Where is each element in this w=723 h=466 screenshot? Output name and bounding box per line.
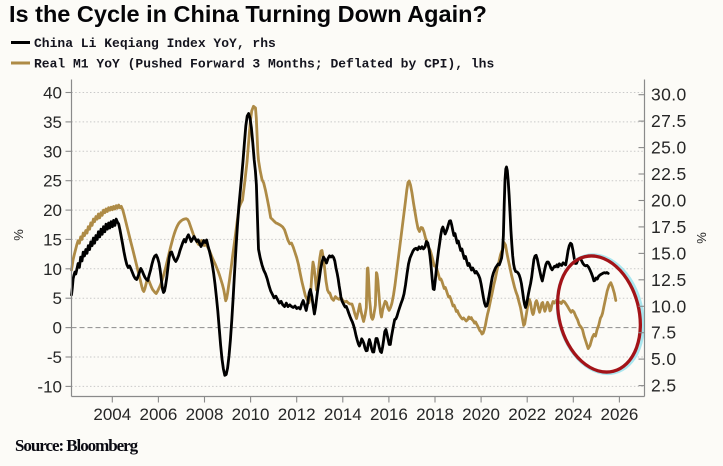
- svg-text:0: 0: [53, 319, 62, 338]
- svg-text:2.5: 2.5: [651, 376, 677, 396]
- svg-text:25.0: 25.0: [651, 138, 687, 158]
- svg-text:2014: 2014: [324, 405, 362, 424]
- svg-text:China Li Keqiang Index YoY, rh: China Li Keqiang Index YoY, rhs: [34, 36, 276, 51]
- svg-text:2026: 2026: [600, 405, 638, 424]
- svg-text:%: %: [11, 229, 26, 241]
- svg-text:2024: 2024: [554, 405, 592, 424]
- svg-text:2004: 2004: [93, 405, 131, 424]
- svg-text:30.0: 30.0: [651, 85, 687, 105]
- svg-text:20: 20: [43, 201, 62, 220]
- svg-text:27.5: 27.5: [651, 111, 687, 131]
- svg-text:22.5: 22.5: [651, 164, 687, 184]
- svg-text:2020: 2020: [462, 405, 500, 424]
- svg-text:2010: 2010: [232, 405, 270, 424]
- svg-text:20.0: 20.0: [651, 191, 687, 211]
- svg-text:2022: 2022: [508, 405, 546, 424]
- svg-text:10.0: 10.0: [651, 296, 687, 316]
- svg-text:7.5: 7.5: [651, 323, 677, 343]
- svg-text:Real M1 YoY (Pushed Forward 3: Real M1 YoY (Pushed Forward 3 Months; De…: [34, 57, 494, 72]
- svg-text:15.0: 15.0: [651, 243, 687, 263]
- svg-text:15: 15: [43, 230, 62, 249]
- svg-text:Is the Cycle in China Turning: Is the Cycle in China Turning Down Again…: [9, 1, 487, 27]
- svg-text:-10: -10: [37, 377, 62, 396]
- svg-text:%: %: [694, 232, 709, 244]
- svg-text:2008: 2008: [186, 405, 224, 424]
- svg-text:5.0: 5.0: [651, 349, 677, 369]
- svg-text:30: 30: [43, 142, 62, 161]
- svg-text:2006: 2006: [139, 405, 177, 424]
- svg-text:35: 35: [43, 113, 62, 132]
- svg-text:40: 40: [43, 84, 62, 103]
- svg-text:17.5: 17.5: [651, 217, 687, 237]
- svg-text:10: 10: [43, 260, 62, 279]
- svg-text:12.5: 12.5: [651, 270, 687, 290]
- svg-text:-5: -5: [47, 348, 62, 367]
- svg-text:Source: Bloomberg: Source: Bloomberg: [15, 436, 139, 455]
- svg-text:2012: 2012: [278, 405, 316, 424]
- svg-text:25: 25: [43, 172, 62, 191]
- svg-text:2016: 2016: [370, 405, 408, 424]
- svg-text:5: 5: [53, 289, 62, 308]
- svg-text:2018: 2018: [416, 405, 454, 424]
